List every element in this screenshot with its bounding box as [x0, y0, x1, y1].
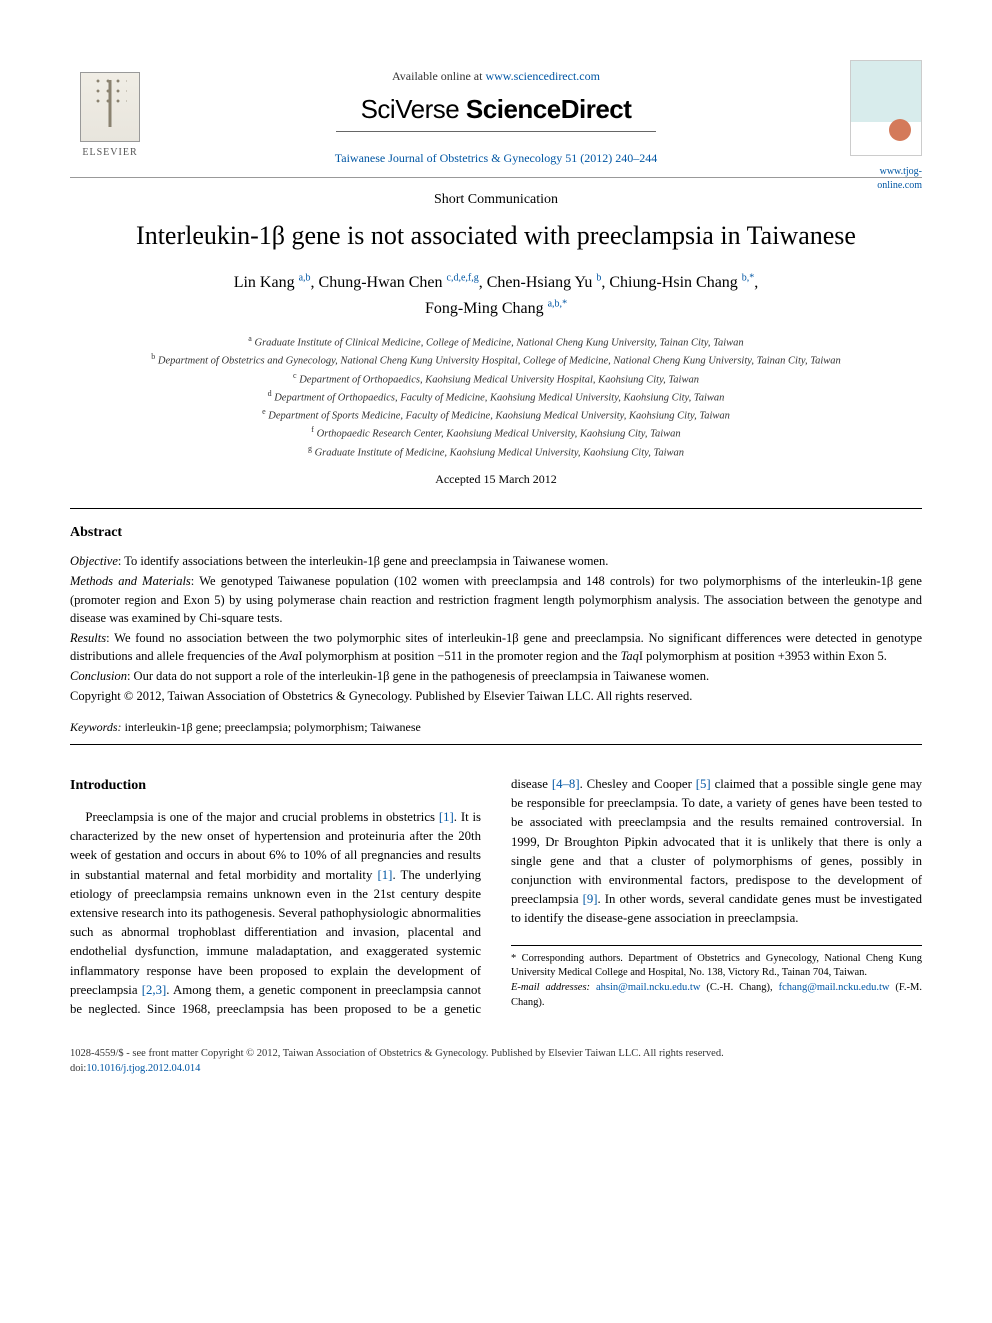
header-thin-rule	[336, 131, 656, 132]
doi-link[interactable]: 10.1016/j.tjog.2012.04.014	[86, 1063, 200, 1074]
abstract-results: Results: We found no association between…	[70, 629, 922, 665]
page-footer: 1028-4559/$ - see front matter Copyright…	[70, 1047, 922, 1076]
intro-heading: Introduction	[70, 775, 481, 796]
author: Chung-Hwan Chen c,d,e,f,g	[319, 274, 479, 291]
affiliation: c Department of Orthopaedics, Kaohsiung …	[70, 370, 922, 388]
keywords-text: interleukin-1β gene; preeclampsia; polym…	[122, 720, 421, 734]
email-link[interactable]: fchang@mail.ncku.edu.tw	[779, 982, 890, 993]
journal-cover-block: www.tjog-online.com	[840, 60, 922, 193]
journal-header: ELSEVIER Available online at www.science…	[70, 60, 922, 167]
sciencedirect-link[interactable]: www.sciencedirect.com	[485, 69, 600, 83]
available-prefix: Available online at	[392, 69, 485, 83]
issn-copyright-line: 1028-4559/$ - see front matter Copyright…	[70, 1047, 922, 1062]
affiliation: d Department of Orthopaedics, Faculty of…	[70, 388, 922, 406]
abstract-bottom-rule	[70, 744, 922, 745]
body-columns: Introduction Preeclampsia is one of the …	[70, 775, 922, 1019]
ref-link[interactable]: [2,3]	[142, 983, 167, 997]
elsevier-label: ELSEVIER	[82, 146, 137, 160]
article-title: Interleukin-1β gene is not associated wi…	[70, 218, 922, 254]
ref-link[interactable]: [4–8]	[552, 777, 580, 791]
elsevier-tree-icon	[80, 72, 140, 142]
abstract-conclusion: Conclusion: Our data do not support a ro…	[70, 667, 922, 685]
affiliation: f Orthopaedic Research Center, Kaohsiung…	[70, 424, 922, 442]
doi-line: doi:10.1016/j.tjog.2012.04.014	[70, 1062, 922, 1077]
keywords-line: Keywords: interleukin-1β gene; preeclamp…	[70, 719, 922, 736]
ref-link[interactable]: [1]	[378, 868, 393, 882]
corr-star-icon: *	[749, 273, 754, 284]
abstract-top-rule	[70, 508, 922, 509]
author: Chen-Hsiang Yu b	[487, 274, 602, 291]
affiliation: a Graduate Institute of Clinical Medicin…	[70, 333, 922, 351]
abstract-methods: Methods and Materials: We genotyped Taiw…	[70, 572, 922, 626]
abstract-objective: Objective: To identify associations betw…	[70, 552, 922, 570]
ref-link[interactable]: [9]	[583, 892, 598, 906]
elsevier-logo: ELSEVIER	[70, 60, 150, 160]
affiliation: e Department of Sports Medicine, Faculty…	[70, 406, 922, 424]
corr-star-icon: *	[562, 298, 567, 309]
corresponding-footnote: * Corresponding authors. Department of O…	[511, 945, 922, 1011]
center-header: Available online at www.sciencedirect.co…	[70, 60, 922, 167]
abstract-heading: Abstract	[70, 523, 922, 543]
available-online-line: Available online at www.sciencedirect.co…	[70, 68, 922, 85]
sciencedirect-word: ScienceDirect	[466, 94, 631, 124]
email-link[interactable]: ahsin@mail.ncku.edu.tw	[596, 982, 700, 993]
affiliation-list: a Graduate Institute of Clinical Medicin…	[70, 333, 922, 461]
journal-cover-thumb	[850, 60, 922, 156]
abstract-body: Objective: To identify associations betw…	[70, 552, 922, 705]
sciverse-word: SciVerse	[361, 94, 466, 124]
accepted-date: Accepted 15 March 2012	[70, 471, 922, 488]
article-type: Short Communication	[70, 190, 922, 210]
author: Fong-Ming Chang a,b,*	[425, 300, 567, 317]
corr-author-line: * Corresponding authors. Department of O…	[511, 952, 922, 981]
author: Lin Kang a,b	[234, 274, 311, 291]
abstract-copyright: Copyright © 2012, Taiwan Association of …	[70, 687, 922, 705]
affiliation: g Graduate Institute of Medicine, Kaohsi…	[70, 443, 922, 461]
page: ELSEVIER Available online at www.science…	[0, 0, 992, 1117]
ref-link[interactable]: [5]	[696, 777, 711, 791]
ref-link[interactable]: [1]	[439, 810, 454, 824]
keywords-label: Keywords:	[70, 720, 122, 734]
journal-reference: Taiwanese Journal of Obstetrics & Gyneco…	[70, 150, 922, 167]
author-list: Lin Kang a,b, Chung-Hwan Chen c,d,e,f,g,…	[70, 270, 922, 321]
header-rule	[70, 177, 922, 178]
journal-site-link[interactable]: www.tjog-online.com	[840, 165, 922, 193]
sciverse-logo: SciVerse ScienceDirect	[70, 91, 922, 127]
author: Chiung-Hsin Chang b,*	[609, 274, 754, 291]
affiliation: b Department of Obstetrics and Gynecolog…	[70, 351, 922, 369]
corr-email-line: E-mail addresses: ahsin@mail.ncku.edu.tw…	[511, 981, 922, 1010]
